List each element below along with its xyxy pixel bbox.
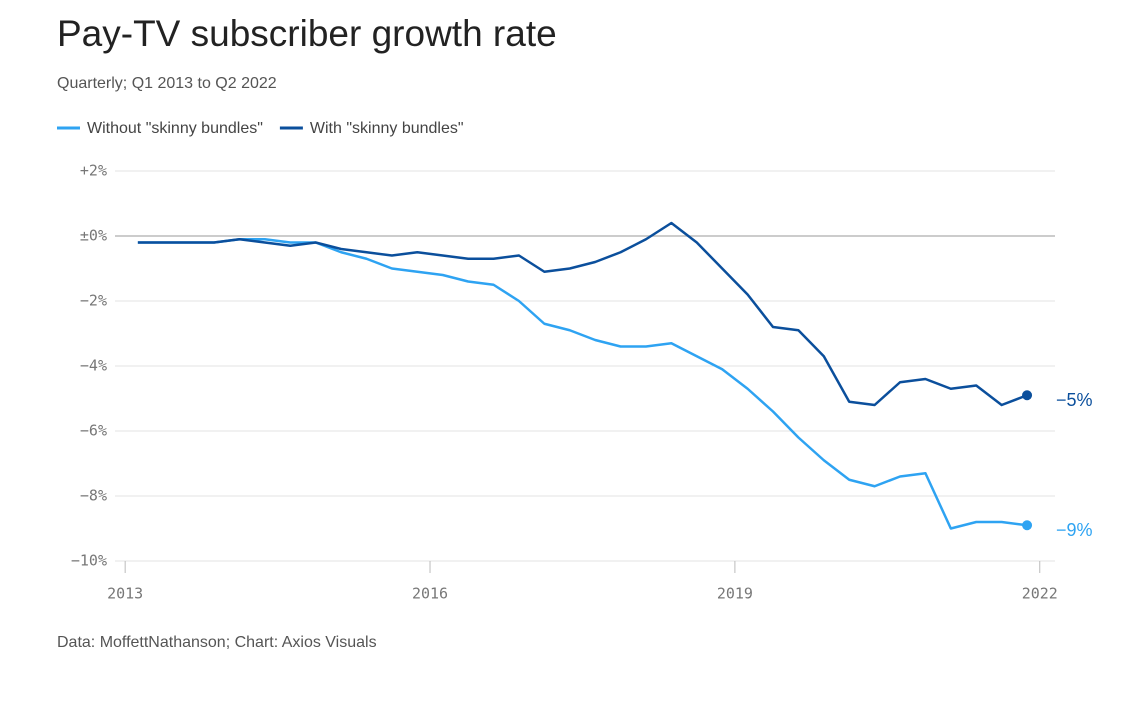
x-tick-label: 2016: [412, 585, 448, 603]
y-tick-label: −10%: [71, 552, 107, 570]
source: Data: MoffettNathanson; Chart: Axios Vis…: [57, 634, 377, 651]
legend-label: Without "skinny bundles": [87, 120, 263, 137]
y-tick-label: ±0%: [80, 227, 107, 245]
y-tick-label: −2%: [80, 292, 107, 310]
end-dot: [1022, 520, 1033, 531]
series-line: [137, 221, 1028, 407]
chart-title: Pay-TV subscriber growth rate: [57, 13, 557, 54]
x-tick-label: 2013: [107, 585, 143, 603]
end-dot: [1022, 390, 1033, 401]
chart-subtitle: Quarterly; Q1 2013 to Q2 2022: [57, 75, 277, 92]
end-label: −5%: [1056, 390, 1093, 410]
y-tick-label: −6%: [80, 422, 107, 440]
y-tick-label: −4%: [80, 357, 107, 375]
end-label: −9%: [1056, 520, 1093, 540]
y-tick-label: −8%: [80, 487, 107, 505]
series-line: [137, 238, 1028, 530]
y-tick-label: +2%: [80, 162, 107, 180]
legend-label: With "skinny bundles": [310, 120, 464, 137]
x-tick-label: 2019: [717, 585, 753, 603]
x-tick-label: 2022: [1022, 585, 1058, 603]
